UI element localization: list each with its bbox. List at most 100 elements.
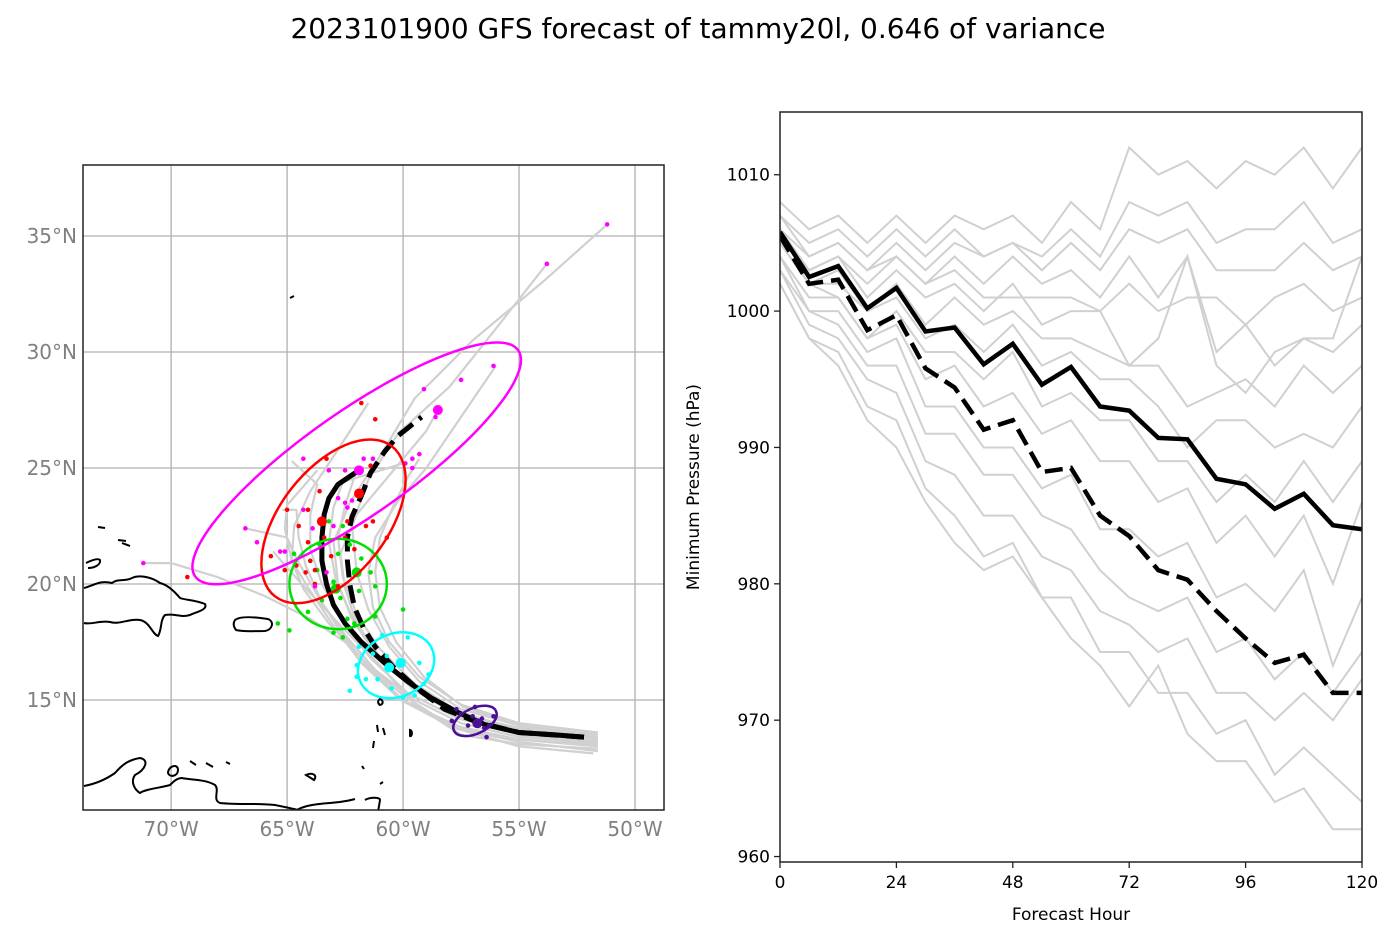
pressure-x-ticks: 0 24 48 72 96 120 [775,862,1378,893]
member-pressure-line [780,228,1362,327]
forecast-point-mean [384,662,395,673]
forecast-point [243,526,248,531]
map-lat-tick-label: 20°N [27,572,77,596]
forecast-point [277,549,283,554]
pressure-y-tick-label: 980 [738,575,770,595]
forecast-point [331,630,336,636]
member-track [283,469,599,753]
forecast-point [303,570,308,575]
forecast-point [335,495,341,501]
pressure-panel: 0 24 48 72 96 120 960 970 980 990 1000 1010 Foreca… [684,111,1378,925]
member-pressure-line [780,283,1362,831]
track-map-panel: 70°W 65°W 60°W 55°W 50°W 15°N 20°N 25°N 30°N 35°… [27,164,665,841]
forecast-point [370,651,376,656]
forecast-point [352,621,357,626]
forecast-point [368,463,373,468]
forecast-point [470,713,475,719]
forecast-point [301,507,306,513]
forecast-point [372,584,378,589]
coastline-hispaniola [83,575,207,638]
forecast-point [342,500,348,506]
map-lon-tick-label: 70°W [144,817,199,841]
map-x-ticks: 70°W 65°W 60°W 55°W 50°W [144,817,663,841]
coastline-trinidad [166,765,180,777]
member-pressure-line [780,228,1362,368]
member-track [245,527,598,748]
forecast-point [370,456,376,462]
forecast-point [421,386,427,392]
forecast-point [324,456,329,462]
y-axis-label: Minimum Pressure (hPa) [684,384,704,590]
forecast-point [345,519,350,524]
forecast-point [291,551,297,557]
map-lon-tick-label: 60°W [375,817,430,841]
member-pressure-line [780,228,1362,395]
member-pressure-line [780,255,1362,587]
figure-title: 2023101900 GFS forecast of tammy20l, 0.6… [290,12,1106,45]
pressure-y-tick-label: 960 [738,848,770,868]
member-track [337,469,599,741]
pressure-series [780,230,1362,696]
forecast-point [465,723,471,728]
member-pressure-lines [780,145,1362,831]
forecast-point [326,468,332,473]
forecast-point-mean [354,465,365,476]
pressure-line-deterministic [780,234,1362,696]
forecast-point [340,635,346,640]
forecast-point [284,507,290,513]
forecast-point [370,519,376,524]
forecast-point [347,688,353,694]
member-pressure-line [780,215,1362,272]
forecast-point [185,574,190,580]
map-lat-tick-label: 30°N [27,340,77,364]
coastline-island-a [97,526,106,529]
forecast-point [361,456,366,462]
forecast-point [604,222,610,227]
member-pressure-line [780,269,1362,695]
coastline-lesser-antilles [189,697,413,785]
pressure-x-tick-label: 96 [1235,873,1257,893]
forecast-point [352,546,357,552]
forecast-point [544,261,550,267]
uncertainty-ellipses [191,341,523,738]
coastline-puerto-rico [232,616,273,633]
forecast-point-mean [354,488,365,499]
forecast-point [417,451,422,457]
coastline-island-c [289,295,295,299]
forecast-point [335,551,341,557]
forecast-point [275,621,281,626]
forecast-point [363,676,369,682]
forecast-point [312,567,318,573]
member-pressure-line [780,200,1362,259]
pressure-x-tick-label: 72 [1118,873,1140,893]
ellipse-120h [191,341,523,586]
forecast-point [363,523,369,529]
forecast-point [328,553,334,559]
member-pressure-line [780,242,1362,450]
map-lat-tick-label: 15°N [27,688,77,712]
forecast-point [331,579,336,584]
member-pressure-line [780,283,1362,803]
forecast-point [356,644,362,649]
pressure-x-tick-label: 0 [775,873,786,893]
forecast-point [375,676,380,682]
forecast-point [312,584,318,589]
pressure-y-tick-label: 990 [738,438,770,458]
map-lat-tick-label: 25°N [27,456,77,480]
forecast-point [433,414,438,420]
forecast-point [326,519,332,524]
pressure-y-tick-label: 970 [738,711,770,731]
forecast-point [454,707,459,712]
forecast-point [384,653,390,659]
map-frame [82,164,665,811]
coastline-cuba-tip [85,558,102,569]
ellipse-24h [452,704,498,738]
coastlines [83,295,413,810]
forecast-point-mean [351,567,362,578]
forecast-point [356,588,362,594]
forecast-point [405,635,411,640]
forecast-point [307,558,313,564]
forecast-point [305,609,311,615]
x-axis-label: Forecast Hour [1012,905,1130,925]
